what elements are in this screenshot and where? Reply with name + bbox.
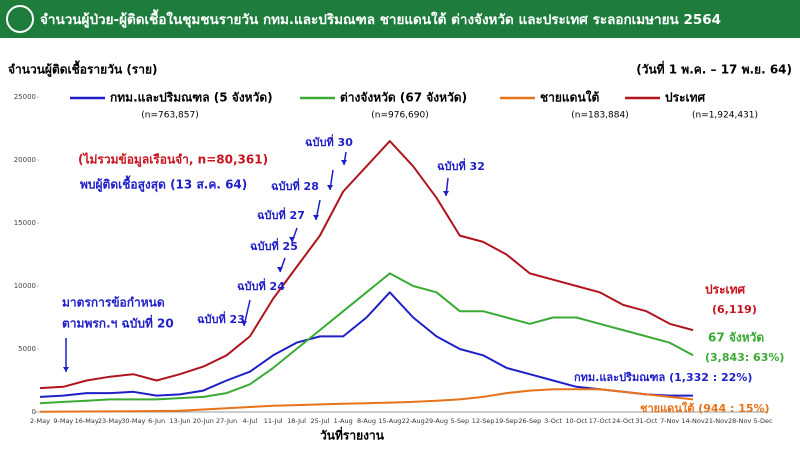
x-tick-label: 13-Jun — [169, 417, 190, 425]
annotation: กทม.และปริมณฑล (1,332 : 22%) — [574, 371, 752, 384]
y-tick-label: 25000 — [14, 93, 36, 101]
x-tick-label: 8-Aug — [357, 417, 376, 425]
x-tick-label: 6-Jun — [148, 417, 165, 425]
x-tick-label: 16-May — [75, 417, 99, 425]
annotation: ฉบับที่ 24 — [237, 278, 285, 293]
arrow-head — [277, 267, 283, 272]
x-tick-label: 25-Jul — [310, 417, 329, 425]
x-tick-label: 11-Jul — [264, 417, 283, 425]
x-tick-label: 17-Oct — [589, 417, 611, 425]
y-tick-label: 20000 — [14, 156, 36, 164]
x-tick-label: 2-May — [30, 417, 50, 425]
annotation: ฉบับที่ 23 — [197, 311, 245, 326]
series-line — [39, 291, 693, 398]
legend-label: ต่างจังหวัด (67 จังหวัด) — [340, 91, 467, 105]
x-tick-label: 5-Dec — [753, 417, 772, 425]
annotation: (ไม่รวมข้อมูลเรือนจำ, n=80,361) — [78, 152, 268, 168]
subtitle: (วันที่ 1 พ.ค. – 17 พ.ย. 64) — [636, 61, 792, 77]
annotation: ฉบับที่ 32 — [437, 158, 485, 173]
x-tick-label: 15-Aug — [378, 417, 401, 425]
x-tick-label: 22-Aug — [402, 417, 425, 425]
arrow-head — [289, 237, 295, 242]
x-tick-label: 23-May — [98, 417, 122, 425]
annotation: ชายแดนใต้ (944 : 15%) — [640, 401, 770, 415]
y-tick-label: 15000 — [14, 219, 36, 227]
annotation: ประเทศ — [705, 283, 746, 297]
x-tick-label: 9-May — [53, 417, 73, 425]
arrow-head — [341, 160, 347, 165]
legend-total: (n=183,884) — [571, 111, 629, 121]
arrow-head — [241, 321, 247, 326]
x-tick-label: 21-Nov — [705, 417, 728, 425]
x-tick-label: 14-Nov — [681, 417, 704, 425]
header-bar — [0, 0, 800, 38]
x-axis-label: วันที่รายงาน — [320, 427, 385, 443]
annotation: ฉบับที่ 25 — [250, 238, 298, 253]
legend-label: กทม.และปริมณฑล (5 จังหวัด) — [110, 91, 273, 105]
series-line — [39, 388, 694, 413]
y-tick-label: 5000 — [18, 345, 36, 353]
x-tick-label: 28-Nov — [728, 417, 751, 425]
annotation: 67 จังหวัด — [708, 331, 764, 345]
legend-label: ประเทศ — [665, 91, 706, 105]
logo — [6, 5, 34, 33]
x-tick-label: 10-Oct — [565, 417, 587, 425]
x-tick-label: 29-Aug — [425, 417, 448, 425]
x-tick-label: 30-May — [121, 417, 145, 425]
x-tick-label: 18-Jul — [287, 417, 306, 425]
annotation: มาตรการข้อกำหนด — [62, 296, 165, 310]
x-tick-label: 24-Oct — [612, 417, 634, 425]
series-line — [39, 272, 694, 405]
legend-total: (n=763,857) — [141, 111, 199, 121]
annotation: (6,119) — [712, 303, 757, 316]
x-tick-label: 7-Nov — [660, 417, 679, 425]
x-tick-label: 1-Aug — [334, 417, 353, 425]
x-tick-label: 27-Jun — [216, 417, 237, 425]
x-tick-label: 31-Oct — [635, 417, 657, 425]
legend-total: (n=1,924,431) — [692, 111, 758, 121]
arrow-head — [313, 215, 319, 220]
arrow-head — [443, 191, 449, 196]
x-tick-label: 5-Sep — [450, 417, 469, 425]
annotation: ฉบับที่ 28 — [271, 178, 319, 193]
y-tick-label: 0 — [32, 408, 36, 416]
annotation: พบผู้ติดเชื้อสูงสุด (13 ส.ค. 64) — [80, 175, 247, 193]
x-tick-label: 20-Jun — [193, 417, 214, 425]
legend-label: ชายแดนใต้ — [540, 90, 600, 105]
y-tick-label: 10000 — [14, 282, 36, 290]
x-tick-label: 26-Sep — [518, 417, 541, 425]
series-line — [39, 140, 694, 390]
annotation: ฉบับที่ 27 — [257, 207, 305, 222]
annotation: (3,843: 63%) — [705, 351, 784, 364]
y-axis-label: จำนวนผู้ติดเชื้อรายวัน (ราย) — [8, 60, 158, 78]
x-tick-label: 12-Sep — [472, 417, 495, 425]
x-tick-label: 3-Oct — [544, 417, 562, 425]
annotation: ตามพรก.ฯ ฉบับที่ 20 — [62, 315, 174, 331]
x-tick-label: 19-Sep — [495, 417, 518, 425]
arrow-head — [327, 185, 333, 190]
annotation: ฉบับที่ 30 — [305, 134, 353, 149]
arrow-head — [63, 367, 69, 372]
chart-title: จำนวนผู้ป่วย-ผู้ติดเชื้อในชุมชนรายวัน กท… — [40, 9, 721, 28]
x-tick-label: 4-Jul — [243, 417, 258, 425]
legend-total: (n=976,690) — [371, 111, 429, 121]
